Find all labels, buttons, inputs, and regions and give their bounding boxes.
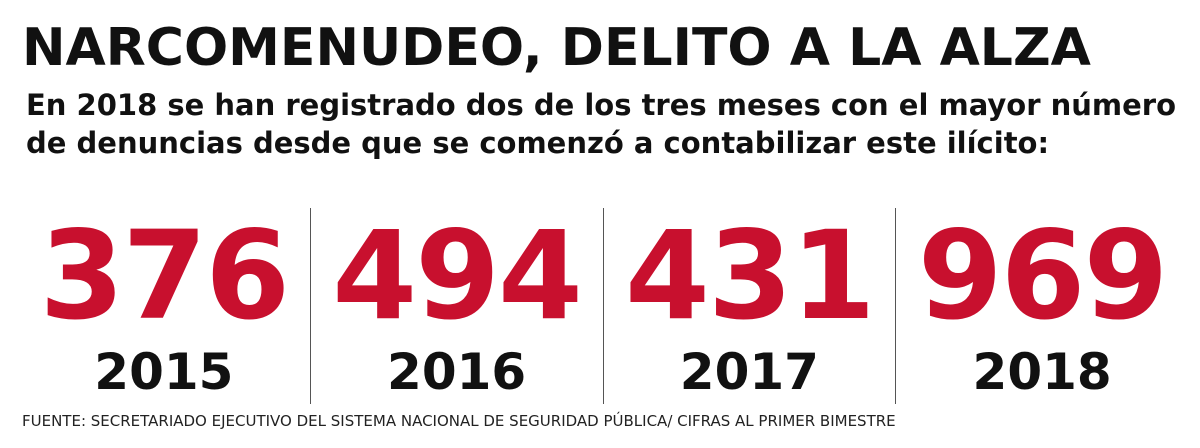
stat-2018: 969 2018 [895, 208, 1188, 404]
stat-value: 969 [917, 205, 1169, 347]
page-title: NARCOMENUDEO, DELITO A LA ALZA [22, 18, 1091, 78]
page-subtitle: En 2018 se han registrado dos de los tre… [26, 88, 1177, 160]
stat-year: 2017 [679, 343, 819, 401]
stat-2016: 494 2016 [309, 205, 603, 404]
stat-year: 2015 [94, 343, 234, 401]
stat-value: 376 [39, 205, 291, 347]
stat-year: 2016 [387, 343, 527, 401]
stats-row: 376 2015 494 2016 431 2017 969 2018 [18, 208, 1188, 404]
stat-value: 431 [625, 205, 876, 347]
source-note: FUENTE: SECRETARIADO EJECUTIVO DEL SISTE… [22, 412, 896, 430]
stat-value: 494 [332, 205, 583, 347]
stat-2015: 376 2015 [18, 208, 310, 404]
stat-year: 2018 [972, 343, 1112, 401]
stat-2017: 431 2017 [602, 205, 896, 404]
